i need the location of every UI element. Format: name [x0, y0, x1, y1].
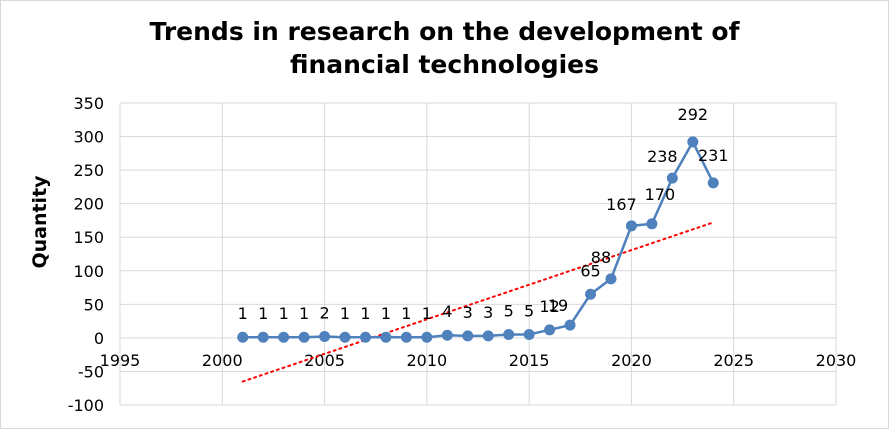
data-label: 4 [442, 302, 452, 321]
x-tick-label: 2015 [509, 351, 550, 370]
data-point [666, 172, 678, 184]
data-label: 5 [504, 302, 514, 321]
data-label: 1 [279, 304, 289, 323]
data-point [237, 331, 249, 343]
y-tick-label: 350 [73, 94, 104, 113]
data-label: 88 [591, 248, 611, 267]
data-point [482, 330, 494, 342]
x-tick-label: 2030 [816, 351, 857, 370]
x-tick-label: 2010 [406, 351, 447, 370]
data-label: 1 [401, 304, 411, 323]
data-point [687, 136, 699, 148]
data-label: 1 [340, 304, 350, 323]
y-tick-label: 100 [73, 262, 104, 281]
y-tick-label: 150 [73, 228, 104, 247]
x-tick-label: 2020 [611, 351, 652, 370]
data-point [462, 330, 474, 342]
data-label: 19 [548, 296, 568, 315]
data-point [278, 331, 290, 343]
x-tick-label: 2025 [713, 351, 754, 370]
data-point [585, 288, 597, 300]
data-label: 238 [647, 147, 678, 166]
series-line [242, 139, 715, 339]
data-label: 292 [678, 105, 709, 124]
data-label: 1 [299, 304, 309, 323]
data-point [257, 331, 269, 343]
data-label: 3 [463, 303, 473, 322]
data-point [605, 273, 617, 285]
data-label: 170 [645, 185, 676, 204]
y-tick-label: 50 [84, 295, 104, 314]
data-point [319, 331, 331, 343]
data-point [339, 331, 351, 343]
y-tick-label: -50 [78, 362, 104, 381]
data-point [503, 329, 515, 341]
y-tick-label: 250 [73, 161, 104, 180]
y-tick-label: 0 [94, 329, 104, 348]
x-tick-label: 2005 [304, 351, 345, 370]
data-point [359, 331, 371, 343]
data-label: 1 [238, 304, 248, 323]
chart-title-line-2: financial technologies [289, 50, 600, 79]
y-tick-label: 300 [73, 128, 104, 147]
data-label: 5 [524, 302, 534, 321]
y-tick-label: 200 [73, 195, 104, 214]
data-label: 1 [258, 304, 268, 323]
data-point [564, 319, 576, 331]
data-label: 3 [483, 303, 493, 322]
data-point [646, 218, 658, 230]
data-label: 1 [422, 304, 432, 323]
data-label: 65 [580, 261, 600, 280]
data-point [400, 331, 412, 343]
chart-title-line-1: Trends in research on the development of [149, 17, 740, 46]
data-point [544, 324, 556, 336]
data-label: 167 [606, 195, 637, 214]
data-point [625, 220, 637, 232]
data-point [707, 177, 719, 189]
data-label: 1 [381, 304, 391, 323]
data-label: 2 [319, 304, 329, 323]
data-label: 1 [360, 304, 370, 323]
data-point [523, 329, 535, 341]
data-point [380, 331, 392, 343]
data-point [421, 331, 433, 343]
x-tick-label: 2000 [202, 351, 243, 370]
data-point [441, 329, 453, 341]
data-label: 12 [539, 297, 559, 316]
y-tick-label: -100 [68, 396, 104, 415]
trendline [241, 221, 715, 383]
x-tick-label: 1995 [100, 351, 141, 370]
data-label: 231 [698, 146, 729, 165]
data-point [298, 331, 310, 343]
